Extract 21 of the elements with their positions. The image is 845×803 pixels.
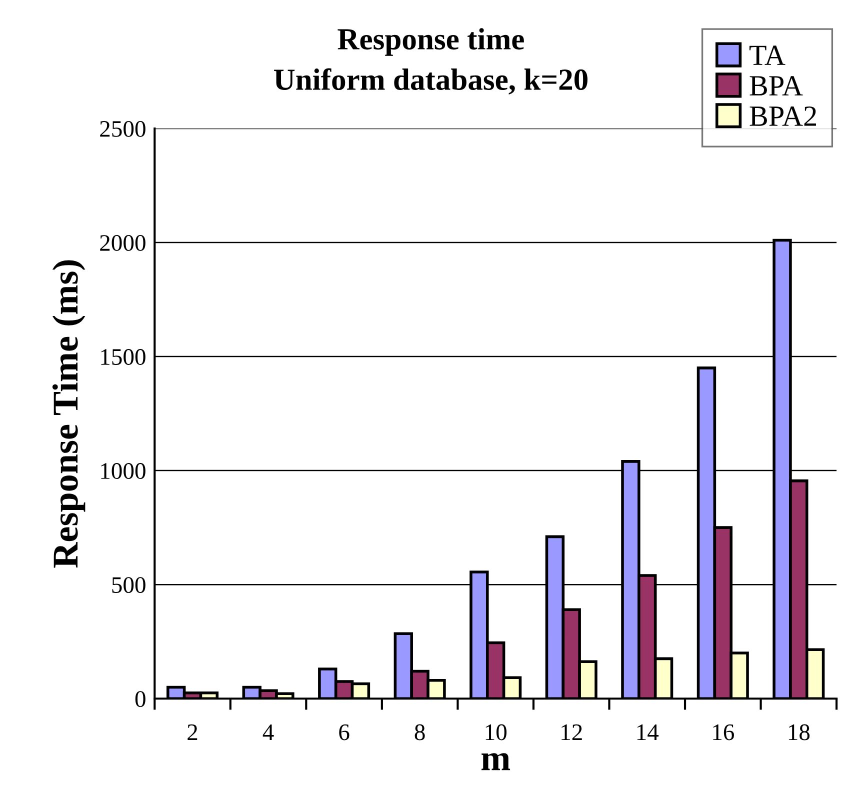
legend-label: BPA: [750, 76, 803, 96]
chart-title: Response time Uniform database, k=20: [274, 28, 588, 94]
y-tick-label: 500: [112, 577, 146, 594]
x-tick-label: 10: [486, 724, 506, 740]
y-tick-label: 1000: [101, 463, 146, 479]
y-tick-label: 0: [135, 691, 146, 708]
y-tick-label: 2500: [100, 120, 146, 137]
legend-label: TA: [749, 46, 786, 65]
x-tick-label: 8: [414, 724, 425, 740]
x-tick-label: 2: [188, 724, 198, 740]
x-tick-label: 18: [788, 724, 810, 740]
x-tick-label: 6: [339, 724, 350, 740]
x-tick-label: 4: [262, 724, 274, 740]
x-tick-label: 14: [637, 724, 659, 740]
x-tick-label: 12: [562, 724, 582, 740]
x-axis-title: m: [482, 753, 510, 770]
legend-label: BPA2: [750, 106, 816, 126]
x-tick-label: 16: [713, 724, 734, 740]
y-tick-label: 2000: [100, 234, 146, 251]
y-tick-label: 1500: [101, 349, 146, 365]
y-axis-title: Response Time (ms): [52, 260, 86, 568]
